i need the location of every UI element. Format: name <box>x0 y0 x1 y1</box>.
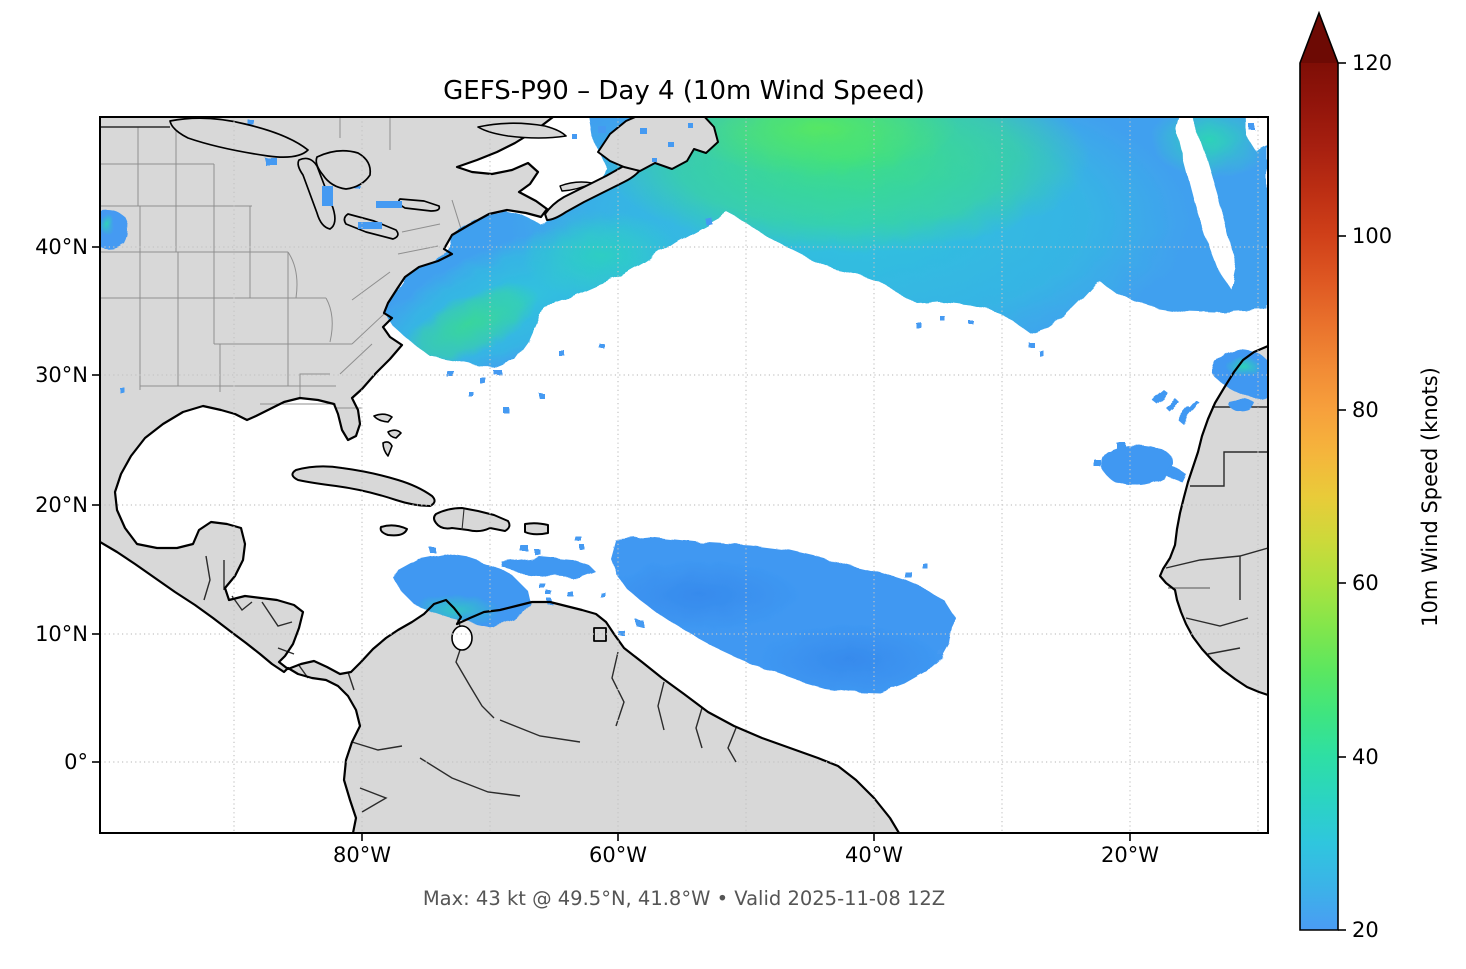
x-axis-tick-labels: 80°W 60°W 40°W 20°W <box>333 843 1159 867</box>
country-borders <box>100 126 1268 813</box>
cbar-tick-20: 20 <box>1352 918 1379 942</box>
cuba <box>291 465 436 507</box>
islands <box>291 117 719 642</box>
cbar-tick-40: 40 <box>1352 745 1379 769</box>
tropical-wind-fragment <box>502 557 596 578</box>
americas-landmass <box>100 117 899 833</box>
bahamas <box>373 413 393 423</box>
lakes <box>169 117 473 651</box>
jamaica <box>379 524 408 537</box>
haiti-dr-border <box>461 508 465 531</box>
coastlines <box>100 117 1268 833</box>
wind-gap-channel <box>1176 117 1236 290</box>
ytick-20n: 20°N <box>35 493 88 517</box>
plot-border <box>99 116 1269 834</box>
wsahara-offshore-wind <box>1101 444 1173 487</box>
cbar-tick-80: 80 <box>1352 398 1379 422</box>
colorbar-axis-label: 10m Wind Speed (knots) <box>1418 367 1442 627</box>
puerto-rico <box>524 522 549 536</box>
caption: Max: 43 kt @ 49.5°N, 41.8°W • Valid 2025… <box>423 887 945 910</box>
ytick-0: 0° <box>64 750 88 774</box>
overland-wind-specks <box>322 123 693 229</box>
xtick-80w: 80°W <box>333 843 391 867</box>
chart-title: GEFS-P90 – Day 4 (10m Wind Speed) <box>443 76 925 106</box>
lake-huron <box>315 149 372 190</box>
lake-superior <box>169 117 309 158</box>
state-borders <box>100 117 463 409</box>
colorbar-tick-marks <box>1338 62 1346 931</box>
colorbar-outline <box>1299 10 1339 931</box>
land-fills <box>100 117 1268 833</box>
ytick-10n: 10°N <box>35 622 88 646</box>
bahamas-3 <box>382 441 393 457</box>
colorbar-tick-labels: 20 40 60 80 100 120 <box>1352 51 1392 942</box>
ytick-40n: 40°N <box>35 235 88 259</box>
africa-landmass <box>1160 346 1268 695</box>
colorbar: 20 40 60 80 100 120 10m Wind Speed (knot… <box>1299 10 1442 942</box>
colorbar-extend-arrow <box>1300 13 1338 63</box>
cbar-tick-60: 60 <box>1352 571 1379 595</box>
cbar-tick-120: 120 <box>1352 51 1392 75</box>
trinidad <box>593 627 607 642</box>
africa-coastline <box>1158 344 1268 697</box>
map-plot-area <box>100 117 1268 833</box>
canary-morocco-wind <box>1094 349 1268 487</box>
hispaniola <box>433 507 511 533</box>
xtick-60w: 60°W <box>589 843 647 867</box>
bahamas-2 <box>387 429 402 439</box>
xtick-20w: 20°W <box>1101 843 1159 867</box>
ytick-30n: 30°N <box>35 363 88 387</box>
plains-wind-spot <box>100 208 128 249</box>
cbar-tick-100: 100 <box>1352 224 1392 248</box>
y-axis-tick-labels: 40°N 30°N 20°N 10°N 0° <box>35 235 88 774</box>
colorbar-gradient <box>1300 63 1338 930</box>
wind-specks <box>120 120 1256 655</box>
prince-edward-island <box>559 181 593 192</box>
lake-michigan <box>297 157 336 230</box>
anticosti-island <box>477 122 567 139</box>
axis-tick-marks <box>92 246 1131 841</box>
lake-maracaibo <box>451 625 473 651</box>
gridlines <box>100 117 1268 833</box>
xtick-40w: 40°W <box>845 843 903 867</box>
